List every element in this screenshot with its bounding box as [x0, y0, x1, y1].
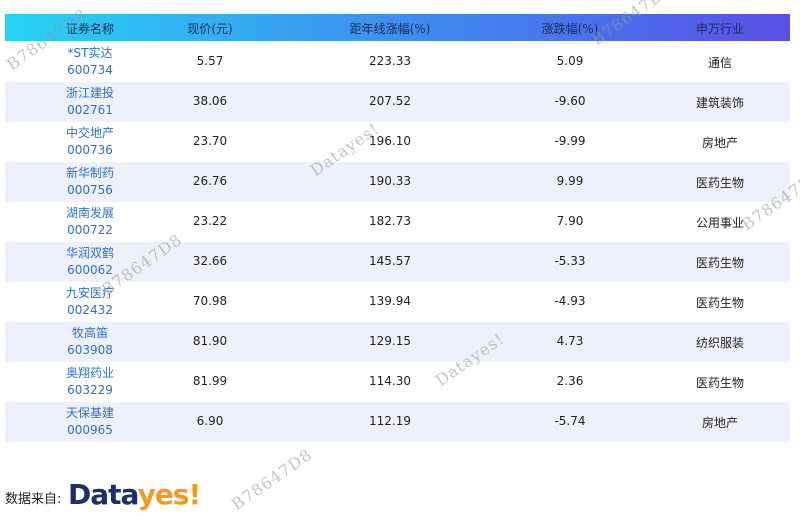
table-cell: 145.57	[369, 254, 411, 268]
table-cell: 139.94	[369, 294, 411, 308]
table-cell: 纺织服装	[695, 336, 744, 350]
stock-code: 000736	[67, 143, 113, 157]
table-row: 奥翔药业 603229 81.99 114.30 2.36 医药生物	[5, 362, 790, 402]
stock-cell: 牧高笛 603908	[10, 325, 170, 359]
table-cell: 23.70	[192, 134, 228, 148]
column-header: 现价(元)	[187, 22, 233, 36]
stock-name: 牧高笛	[71, 326, 108, 340]
table-row: 华润双鹤 600062 32.66 145.57 -5.33 医药生物	[5, 242, 790, 282]
column-header: 涨跌幅(%)	[541, 22, 599, 36]
stock-cell: 中交地产 000736	[10, 125, 170, 159]
stock-name: 湖南发展	[65, 206, 114, 220]
table-cell: 70.98	[192, 294, 228, 308]
table-cell: 医药生物	[695, 256, 744, 270]
table-cell: 房地产	[701, 136, 738, 150]
table-cell: 房地产	[701, 416, 738, 430]
table-cell: 6.90	[196, 414, 224, 428]
stock-code: 603908	[67, 343, 113, 357]
table-cell: -4.93	[554, 294, 586, 308]
stock-cell: 天保基建 000965	[10, 405, 170, 439]
table-cell: 7.90	[556, 214, 584, 228]
stock-name: 奥翔药业	[65, 366, 114, 380]
table-cell: -5.74	[554, 414, 586, 428]
stock-code: 000756	[67, 183, 113, 197]
table-cell: 81.90	[192, 334, 228, 348]
table-cell: 5.57	[196, 54, 224, 68]
table-row: 九安医疗 002432 70.98 139.94 -4.93 医药生物	[5, 282, 790, 322]
stock-name: 新华制药	[65, 166, 114, 180]
stock-code: 603229	[67, 383, 113, 397]
table-cell: 建筑装饰	[695, 96, 744, 110]
stock-code: 002432	[67, 303, 113, 317]
stock-cell: 浙江建投 002761	[10, 85, 170, 119]
table-row: *ST实达 600734 5.57 223.33 5.09 通信	[5, 42, 790, 82]
stock-name: *ST实达	[67, 46, 113, 60]
logo-text: yes!	[137, 478, 202, 511]
source-label: 数据来自:	[5, 492, 62, 507]
stock-code: 000722	[67, 223, 113, 237]
table-cell: 通信	[707, 56, 732, 70]
logo: Datayes!	[68, 478, 202, 511]
column-header: 申万行业	[695, 22, 744, 36]
stock-code: 600062	[67, 263, 113, 277]
table-cell: 129.15	[369, 334, 411, 348]
table-cell: 114.30	[369, 374, 411, 388]
logo-text: Data	[68, 478, 139, 511]
stock-name: 九安医疗	[65, 286, 114, 300]
stock-cell: 湖南发展 000722	[10, 205, 170, 239]
table-cell: 5.09	[556, 54, 584, 68]
table-row: 湖南发展 000722 23.22 182.73 7.90 公用事业	[5, 202, 790, 242]
column-header: 距年线涨幅(%)	[349, 22, 431, 36]
stock-name: 中交地产	[65, 126, 114, 140]
table-cell: 4.73	[556, 334, 584, 348]
table-cell: 190.33	[369, 174, 411, 188]
table-cell: -9.99	[554, 134, 586, 148]
table-cell: 26.76	[192, 174, 228, 188]
table-cell: 223.33	[369, 54, 411, 68]
table-row: 中交地产 000736 23.70 196.10 -9.99 房地产	[5, 122, 790, 162]
table-cell: 2.36	[556, 374, 584, 388]
table-cell: 112.19	[369, 414, 411, 428]
column-header: 证券名称	[65, 22, 114, 36]
stock-name: 天保基建	[65, 406, 114, 420]
table-cell: 公用事业	[695, 216, 744, 230]
table-cell: -9.60	[554, 94, 586, 108]
table-row: 新华制药 000756 26.76 190.33 9.99 医药生物	[5, 162, 790, 202]
table-cell: 207.52	[369, 94, 411, 108]
table-cell: -5.33	[554, 254, 586, 268]
table-cell: 32.66	[192, 254, 228, 268]
table-cell: 182.73	[369, 214, 411, 228]
table-row: 浙江建投 002761 38.06 207.52 -9.60 建筑装饰	[5, 82, 790, 122]
stock-code: 000965	[67, 423, 113, 437]
stock-code: 002761	[67, 103, 113, 117]
table-cell: 医药生物	[695, 176, 744, 190]
stock-name: 华润双鹤	[65, 246, 114, 260]
stock-code: 600734	[67, 63, 113, 77]
table-cell: 196.10	[369, 134, 411, 148]
table-row: 天保基建 000965 6.90 112.19 -5.74 房地产	[5, 402, 790, 442]
stock-cell: 华润双鹤 600062	[10, 245, 170, 279]
table-cell: 医药生物	[695, 376, 744, 390]
table-cell: 38.06	[192, 94, 228, 108]
table-header: 证券名称 现价(元) 距年线涨幅(%) 涨跌幅(%) 申万行业	[5, 14, 790, 41]
table-cell: 81.99	[192, 374, 228, 388]
table-cell: 23.22	[192, 214, 228, 228]
stock-cell: 九安医疗 002432	[10, 285, 170, 319]
table-cell: 医药生物	[695, 296, 744, 310]
stock-name: 浙江建投	[65, 86, 114, 100]
table-cell: 9.99	[556, 174, 584, 188]
stock-cell: *ST实达 600734	[10, 45, 170, 79]
table-row: 牧高笛 603908 81.90 129.15 4.73 纺织服装	[5, 322, 790, 362]
stock-cell: 新华制药 000756	[10, 165, 170, 199]
stock-cell: 奥翔药业 603229	[10, 365, 170, 399]
watermark: B78647D8	[228, 444, 316, 515]
